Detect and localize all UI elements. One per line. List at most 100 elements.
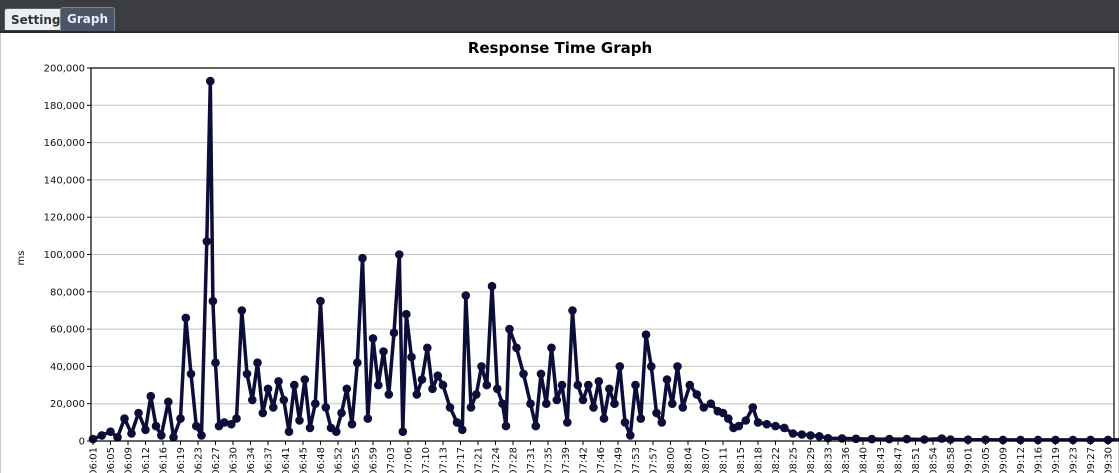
x-tick-label: 09:12 (1016, 447, 1027, 473)
data-point (589, 403, 598, 412)
x-tick-label: 07:06 (404, 447, 415, 473)
y-tick-label: 100,000 (44, 250, 85, 261)
data-point (461, 291, 471, 300)
x-tick-label: 07:21 (474, 447, 485, 473)
x-tick-label: 06:45 (299, 447, 310, 473)
data-point (505, 324, 514, 334)
data-point (823, 433, 833, 443)
data-point (220, 418, 229, 427)
data-point (753, 418, 763, 427)
data-point (423, 343, 432, 353)
data-point (181, 313, 191, 323)
data-point (368, 334, 378, 343)
y-tick-label: 60,000 (50, 325, 85, 336)
x-tick-label: 06:16 (159, 447, 170, 473)
data-point (295, 416, 304, 425)
x-tick-label: 09:19 (1051, 447, 1062, 473)
data-point (263, 384, 273, 394)
x-tick-label: 06:55 (351, 447, 362, 473)
data-point (501, 421, 511, 431)
data-point (1068, 435, 1078, 445)
data-point (113, 433, 122, 442)
grid-lines (91, 67, 1114, 442)
x-tick-label: 08:04 (684, 447, 695, 473)
data-point (718, 408, 728, 418)
data-point (657, 418, 667, 427)
data-points (88, 76, 1113, 445)
x-tick-label: 07:13 (439, 447, 450, 473)
data-point (379, 347, 388, 356)
data-point (937, 434, 947, 443)
data-point (797, 430, 807, 439)
data-point (477, 362, 486, 371)
data-point (1086, 435, 1095, 445)
x-tick-label: 06:27 (211, 447, 222, 473)
tab-graph[interactable]: Graph (60, 7, 115, 31)
data-point (762, 419, 772, 429)
data-point (780, 423, 789, 433)
data-point (563, 418, 572, 427)
y-tick-label: 120,000 (44, 213, 85, 224)
data-point (599, 414, 609, 423)
x-tick-label: 07:03 (386, 447, 397, 473)
data-point (358, 253, 367, 263)
data-point (445, 403, 455, 412)
data-point (652, 408, 661, 418)
x-tick-label: 07:35 (544, 447, 555, 473)
x-tick-label: 08:22 (771, 447, 782, 473)
x-tick-label: 09:05 (981, 447, 992, 473)
data-point (741, 416, 751, 425)
data-point (284, 427, 294, 437)
x-tick-label: 09:09 (999, 447, 1010, 473)
y-tick-label: 20,000 (50, 399, 85, 410)
data-point (692, 390, 702, 399)
x-tick-label: 09:16 (1034, 447, 1045, 473)
data-point (452, 418, 462, 427)
data-point (279, 395, 289, 405)
data-point (573, 380, 583, 390)
y-tick-label: 200,000 (44, 64, 85, 75)
data-point (568, 306, 577, 315)
x-tick-label: 08:43 (876, 447, 887, 473)
y-tick-label: 180,000 (44, 101, 85, 112)
data-point (253, 358, 262, 368)
data-point (134, 408, 143, 418)
data-point (433, 371, 443, 381)
x-tick-label: 06:09 (124, 447, 135, 473)
plot-frame (90, 67, 1115, 442)
data-point (342, 384, 352, 394)
data-point (428, 384, 437, 394)
x-tick-label: 08:47 (894, 447, 905, 473)
data-point (482, 380, 492, 390)
data-point (788, 429, 798, 438)
data-point (885, 434, 894, 444)
x-tick-label: 08:33 (824, 447, 835, 473)
x-tick-label: 06:52 (334, 447, 345, 473)
x-tick-label: 06:23 (194, 447, 205, 473)
data-point (815, 432, 824, 441)
data-point (867, 434, 877, 444)
data-point (337, 408, 346, 418)
data-point (771, 421, 780, 431)
data-point (211, 358, 220, 368)
x-tick-label: 06:12 (141, 447, 152, 473)
data-point (547, 343, 556, 353)
y-tick-labels: 0 20,000 40,000 60,000 80,000 100,000 120,000 1… (44, 64, 91, 448)
data-point (120, 414, 129, 423)
data-point (620, 418, 630, 427)
x-tick-label: 09:01 (964, 447, 975, 473)
x-tick-label: 07:17 (456, 447, 467, 473)
data-point (902, 434, 912, 444)
data-point (389, 328, 399, 338)
data-point (374, 380, 383, 390)
data-point (512, 343, 521, 353)
data-point (321, 403, 331, 412)
x-tick-label: 08:25 (789, 447, 800, 473)
data-point (332, 427, 341, 437)
data-point (615, 362, 625, 371)
x-tick-label: 08:15 (736, 447, 747, 473)
y-tick-label: 40,000 (50, 362, 85, 373)
data-point (127, 429, 136, 438)
x-tick-label: 08:54 (929, 447, 940, 473)
data-point (311, 399, 320, 409)
